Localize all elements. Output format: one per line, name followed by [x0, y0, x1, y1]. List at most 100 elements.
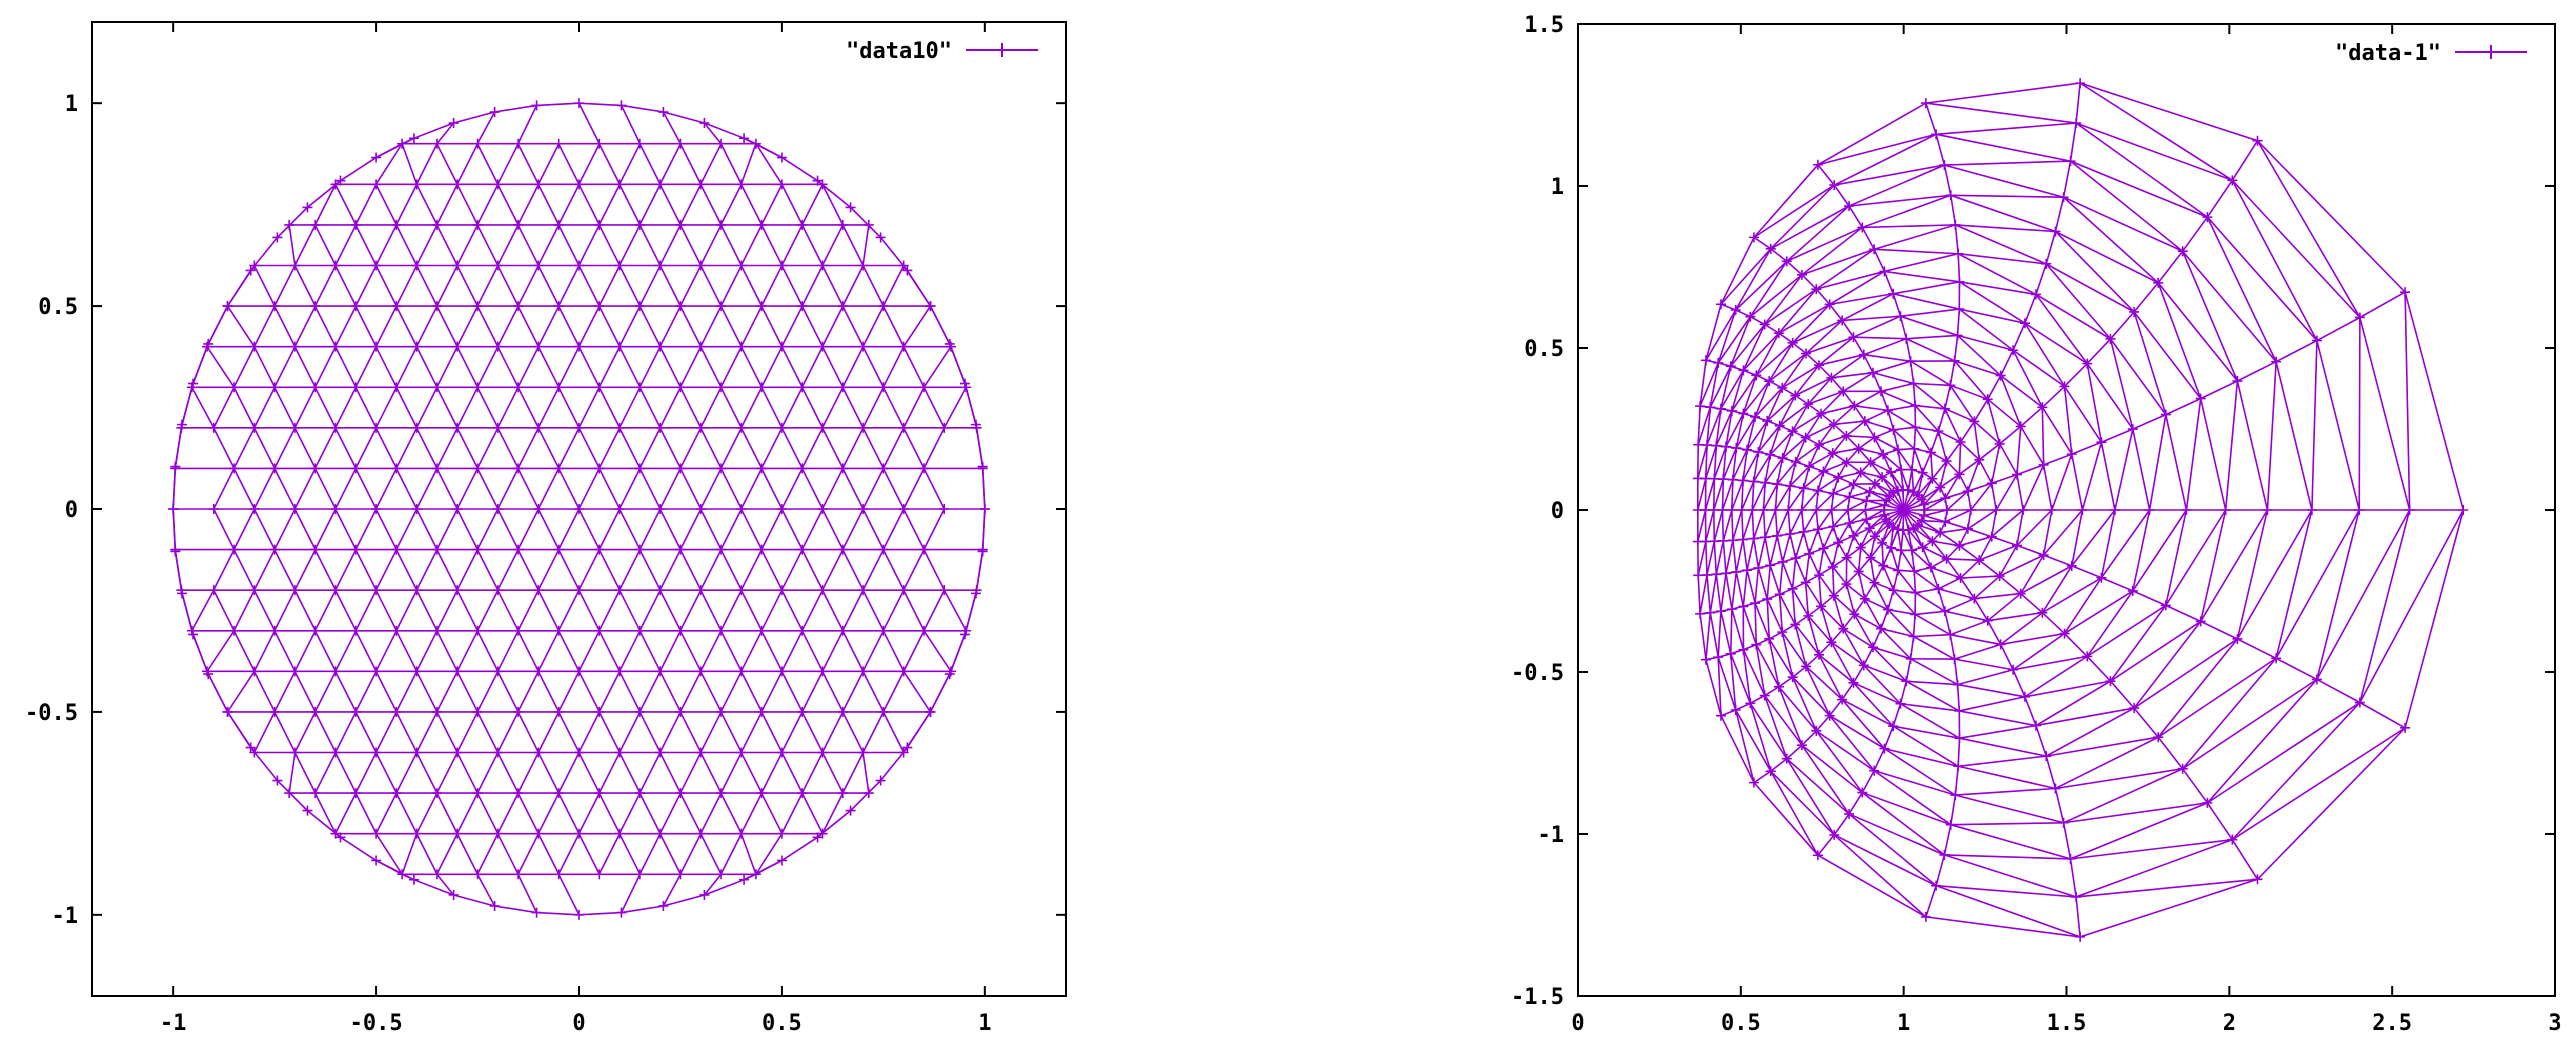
mesh-edge [598, 589, 621, 632]
data-point-marker [1828, 488, 1839, 499]
mesh-edge [1713, 509, 1724, 542]
mesh-edge [862, 427, 885, 469]
data-point-marker [574, 422, 584, 433]
mesh-edge [294, 508, 316, 550]
data-point-marker [695, 422, 706, 433]
mesh-edge [213, 386, 235, 429]
mesh-edge [659, 305, 682, 348]
mesh-edge [842, 670, 864, 713]
mesh-edge [760, 630, 783, 672]
y-tick-label: 0.5 [1524, 337, 1564, 362]
mesh-edge [537, 549, 560, 591]
mesh-edge [1831, 371, 1874, 379]
data-point-marker [2075, 78, 2086, 89]
mesh-edge [233, 630, 256, 672]
y-tick-label: -1.5 [1511, 985, 1564, 1010]
data-point-marker [1841, 552, 1852, 563]
data-point-marker [1861, 495, 1872, 506]
data-point-marker [2311, 335, 2322, 346]
mesh-edge [1900, 315, 1958, 337]
data-point-marker [1869, 244, 1880, 255]
mesh-edge [2182, 678, 2318, 770]
mesh-edge [436, 346, 458, 388]
data-point-marker [1725, 648, 1736, 659]
data-point-marker [1896, 545, 1907, 556]
series-data10 [168, 98, 990, 920]
data-point-marker [961, 382, 972, 393]
mesh-edge [2024, 680, 2111, 698]
mesh-edge [598, 305, 621, 348]
data-point-marker [675, 219, 686, 230]
mesh-edge [436, 143, 458, 185]
mesh-edge [1841, 699, 1886, 750]
mesh-edge [2012, 349, 2044, 408]
data-point-marker [1717, 505, 1728, 515]
data-point-marker [1745, 311, 1756, 322]
mesh-edge [517, 833, 540, 875]
mesh-edge [639, 670, 661, 713]
mesh-edge [1742, 509, 1754, 540]
y-tick-label: -1 [1538, 823, 1565, 848]
mesh-edge [862, 224, 870, 266]
mesh-edge [781, 752, 803, 794]
mesh-edge [1725, 413, 1745, 448]
data-point-marker [776, 666, 787, 677]
data-point-marker [411, 504, 422, 514]
mesh-edge [679, 589, 702, 632]
data-point-marker [1991, 505, 2002, 515]
mesh-edge [375, 468, 398, 510]
mesh-edge [456, 224, 479, 266]
data-point-marker [1750, 411, 1761, 422]
mesh-edge [862, 752, 870, 794]
data-point-marker [1787, 337, 1798, 348]
mesh-edge [1957, 253, 2037, 296]
mesh-edge [1853, 518, 1868, 537]
mesh-edge [213, 549, 235, 591]
mesh-edge [598, 143, 621, 185]
mesh-edge [517, 873, 538, 913]
mesh-edge [476, 792, 499, 835]
data-point-marker [1777, 627, 1788, 638]
data-point-marker [797, 463, 808, 474]
mesh-edge [355, 468, 377, 510]
data-point-marker [1849, 400, 1860, 411]
mesh-edge [1913, 382, 1946, 410]
data-point-marker [249, 260, 260, 271]
data-point-marker [1969, 416, 1980, 427]
mesh-edge [1887, 609, 1915, 638]
data-point-marker [1844, 201, 1855, 212]
data-point-marker [1994, 571, 2005, 582]
mesh-edge [760, 589, 783, 632]
mesh-edge [1786, 226, 1863, 263]
mesh-edge [314, 224, 337, 266]
data-point-marker [634, 625, 645, 636]
mesh-edge [1999, 554, 2044, 577]
data-point-marker [1939, 606, 1950, 617]
mesh-edge [618, 589, 641, 632]
mesh-edge [537, 427, 560, 469]
mesh-edge [1742, 451, 1760, 481]
mesh-edge [1808, 452, 1834, 468]
mesh-edge [436, 427, 458, 469]
data-point-marker [1811, 505, 1822, 515]
mesh-edge [2041, 407, 2045, 465]
mesh-edge [842, 549, 864, 591]
mesh-edge [456, 549, 479, 591]
data-point-marker [2075, 931, 2086, 942]
mesh-edge [1697, 478, 1707, 511]
mesh-edge [334, 386, 357, 429]
data-point-marker [1804, 548, 1815, 559]
data-point-marker [1841, 579, 1852, 590]
y-tick-label: 0 [65, 498, 78, 523]
data-point-marker [2065, 156, 2076, 167]
data-point-marker [350, 625, 361, 636]
data-point-marker [371, 341, 382, 352]
mesh-edge [375, 792, 398, 835]
data-point-marker [2400, 287, 2411, 298]
mesh-edge [436, 224, 458, 266]
mesh-edge [395, 630, 418, 672]
mesh-edge [781, 508, 803, 550]
mesh-edge [2064, 590, 2134, 635]
mesh-radial-line [1903, 509, 2081, 937]
mesh-edge [334, 427, 357, 469]
